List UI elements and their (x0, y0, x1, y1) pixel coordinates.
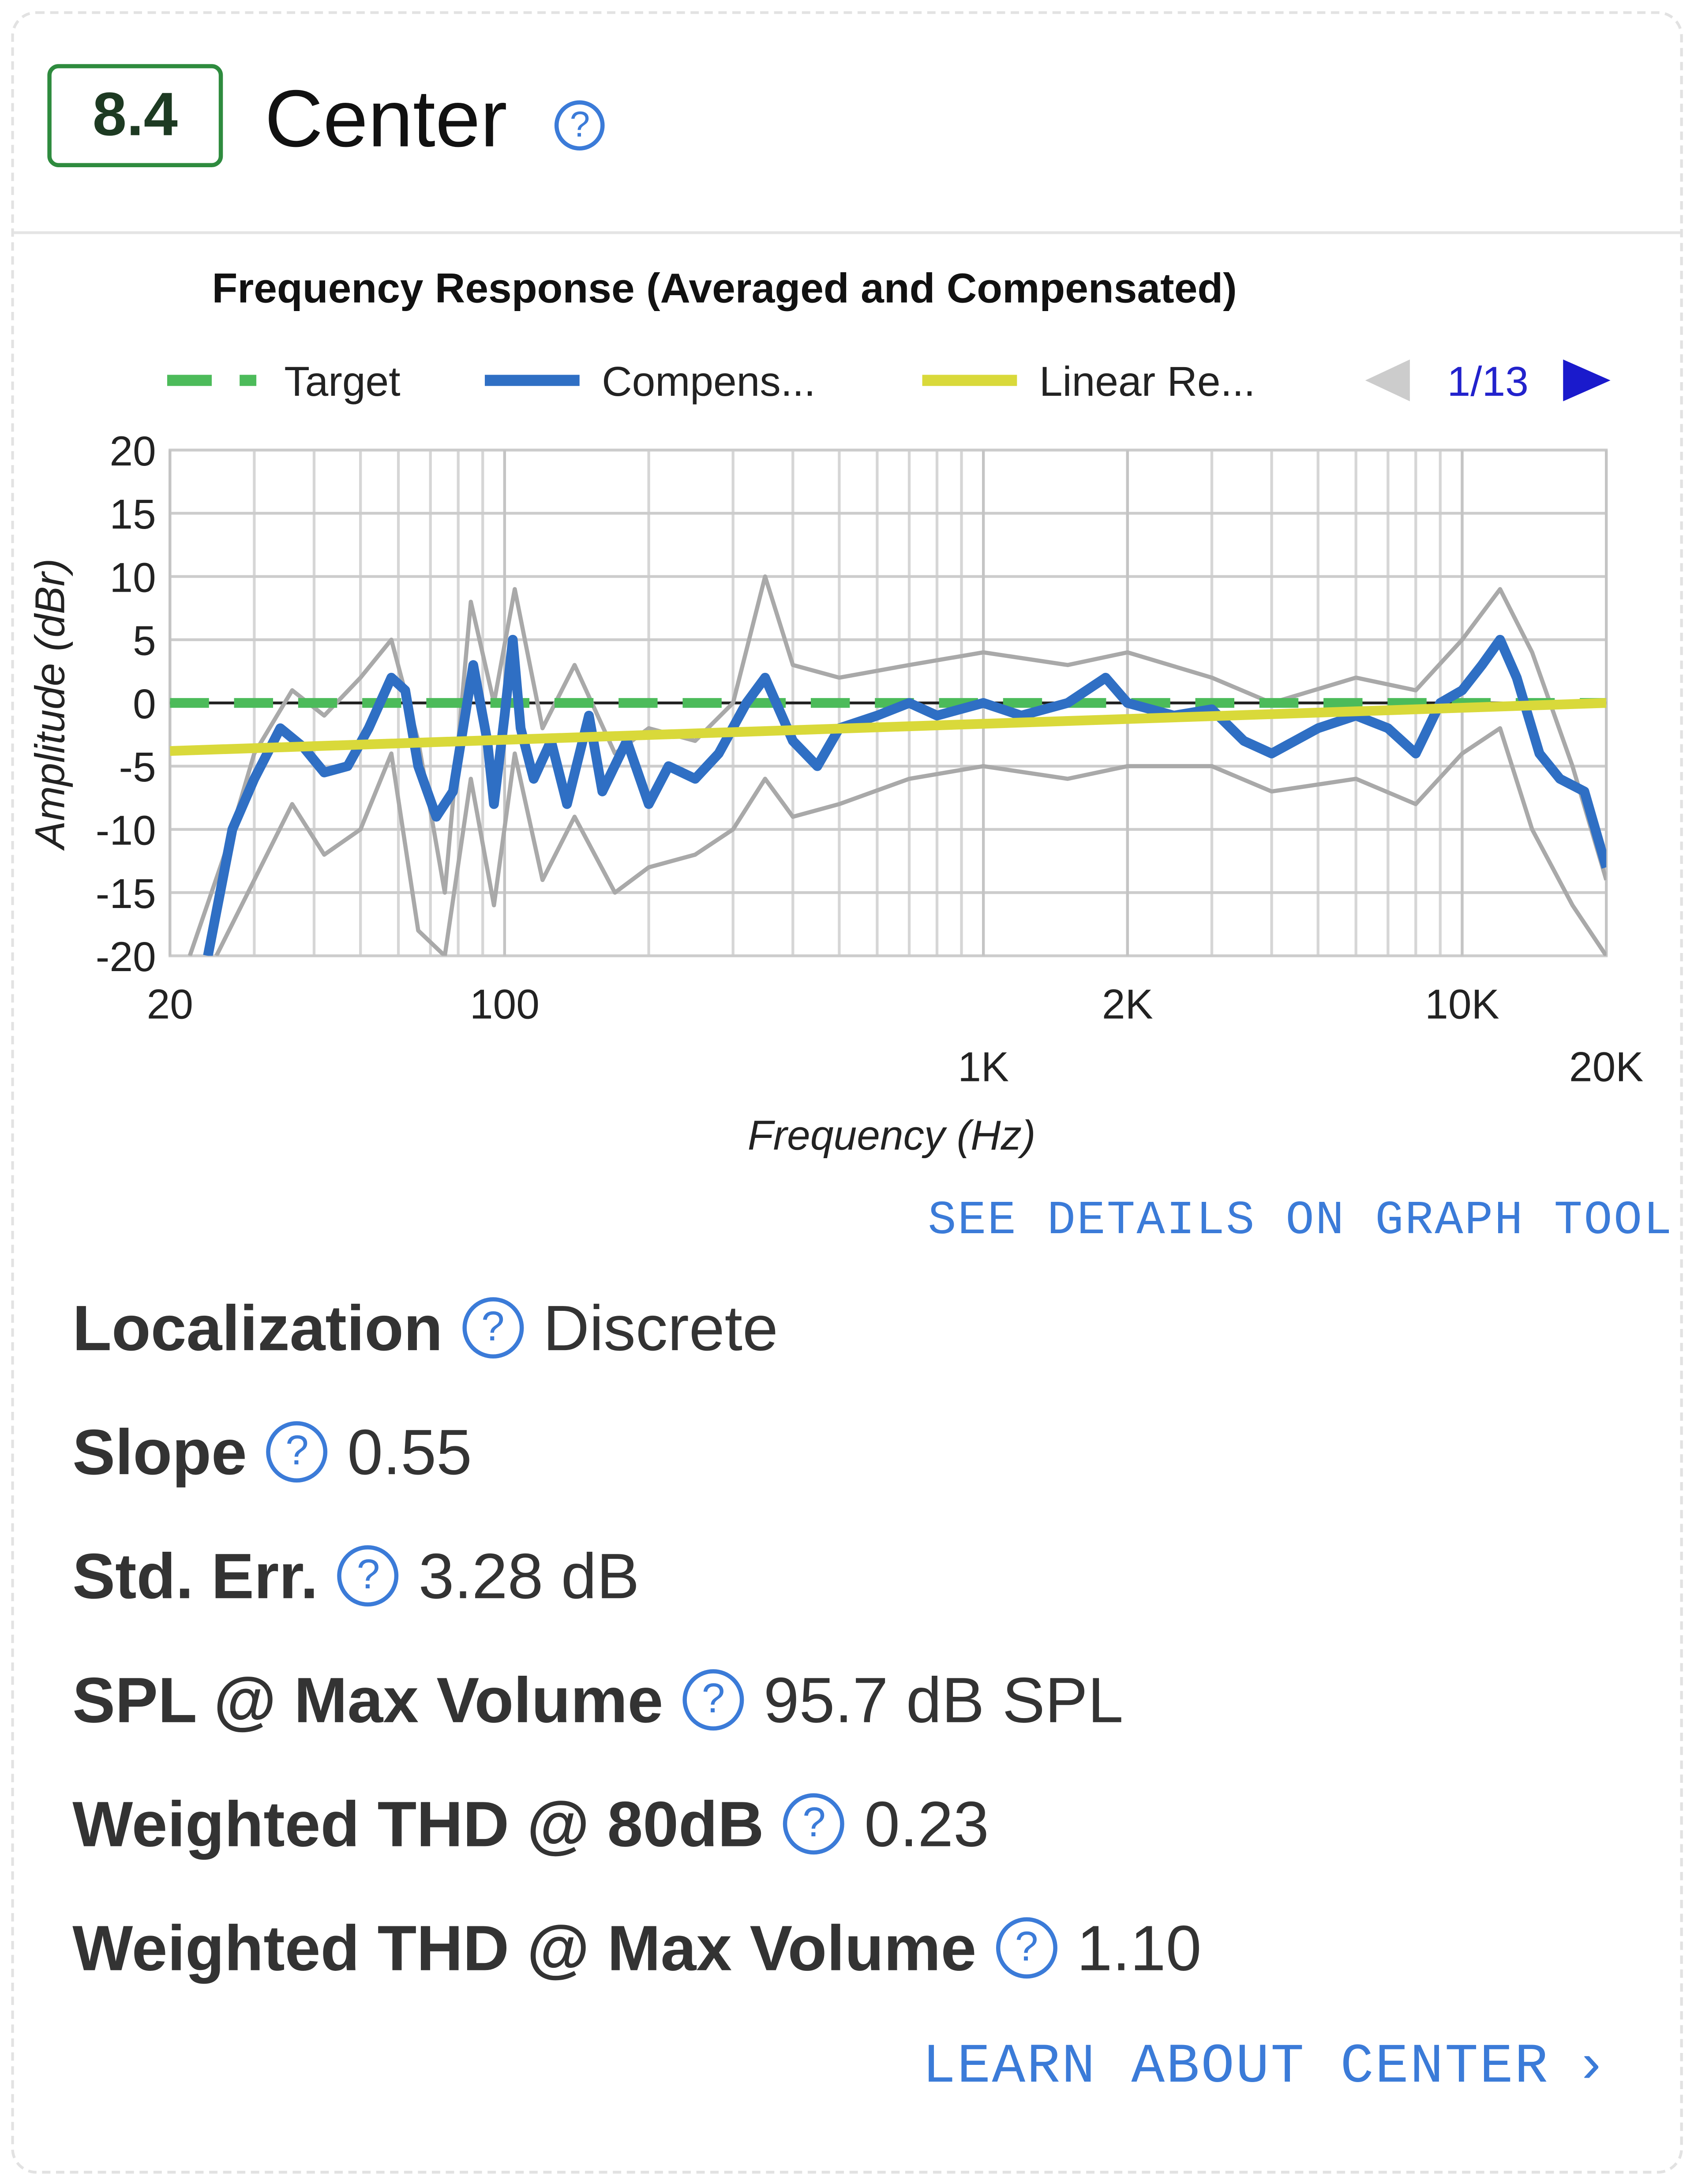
help-icon[interactable]: ? (783, 1793, 845, 1855)
metric-value: 95.7 dB SPL (763, 1663, 1124, 1736)
metric-row: Localization? Discrete (72, 1290, 778, 1366)
metric-row: Slope? 0.55 (72, 1414, 472, 1490)
header: 8.4 Center ? (14, 14, 1680, 234)
help-icon[interactable]: ? (337, 1545, 399, 1607)
y-tick-label: 15 (109, 491, 156, 538)
x-tick-label: 100 (470, 981, 540, 1028)
metric-row: Std. Err.? 3.28 dB (72, 1538, 639, 1614)
learn-link-text: LEARN ABOUT CENTER (922, 2037, 1549, 2100)
metric-label: Localization (72, 1291, 443, 1364)
metric-label: SPL @ Max Volume (72, 1663, 663, 1736)
metric-row: Weighted THD @ 80dB? 0.23 (72, 1786, 989, 1862)
card: 8.4 Center ? (11, 11, 1683, 2174)
series-line (187, 574, 1607, 956)
chevron: › (1574, 2037, 1609, 2100)
series-line (170, 698, 1607, 756)
help-icon[interactable]: ? (462, 1297, 524, 1359)
y-tick-label: -10 (96, 807, 156, 854)
chart-title: Frequency Response (Averaged and Compens… (212, 265, 1237, 311)
metric-value: 3.28 dB (418, 1539, 640, 1612)
y-tick-label: -15 (96, 871, 156, 917)
x-tick-label: 20K (1569, 1044, 1644, 1091)
title-text: Center (265, 74, 507, 165)
help-icon[interactable]: ? (555, 100, 605, 150)
help-icon[interactable]: ? (996, 1917, 1057, 1979)
y-tick-label: -20 (96, 934, 156, 980)
metric-value: 1.10 (1076, 1911, 1202, 1984)
details-link[interactable]: SEE DETAILS ON GRAPH TOOL (928, 1195, 1674, 1249)
legend-label: Linear Re... (1039, 358, 1256, 405)
legend-label: Target (284, 358, 400, 405)
y-axis-title: Amplitude (dBr) (26, 559, 73, 851)
title: Center ? (265, 72, 605, 166)
next-page[interactable] (1563, 359, 1611, 402)
metric-row: Weighted THD @ Max Volume? 1.10 (72, 1910, 1201, 1986)
y-tick-label: 10 (109, 554, 156, 601)
x-tick-label: 1K (958, 1044, 1009, 1091)
metric-label: Weighted THD @ 80dB (72, 1787, 764, 1860)
x-tick-label: 2K (1102, 981, 1153, 1028)
metric-label: Std. Err. (72, 1539, 319, 1612)
x-axis-title: Frequency (Hz) (748, 1112, 1036, 1159)
y-tick-label: 0 (133, 681, 156, 728)
metric-value: 0.55 (347, 1415, 472, 1488)
legend-label: Compens... (602, 358, 815, 405)
x-tick-label: 20 (147, 981, 193, 1028)
y-tick-label: 20 (109, 428, 156, 475)
learn-link[interactable]: LEARN ABOUT CENTER › (922, 2037, 1609, 2100)
metric-value: 0.23 (864, 1787, 989, 1860)
metric-label: Slope (72, 1415, 247, 1488)
help-icon[interactable]: ? (682, 1669, 744, 1731)
series-line (214, 726, 1607, 956)
metric-label: Weighted THD @ Max Volume (72, 1911, 977, 1984)
score-badge: 8.4 (47, 64, 223, 167)
x-tick-label: 10K (1425, 981, 1499, 1028)
page-indicator: 1/13 (1447, 358, 1529, 405)
metric-row: SPL @ Max Volume? 95.7 dB SPL (72, 1662, 1123, 1737)
chart: Frequency Response (Averaged and Compens… (26, 265, 1644, 1159)
metric-value: Discrete (543, 1291, 778, 1364)
help-icon[interactable]: ? (266, 1421, 328, 1483)
y-tick-label: 5 (133, 618, 156, 664)
y-tick-label: -5 (119, 744, 156, 791)
prev-page[interactable] (1365, 359, 1410, 402)
